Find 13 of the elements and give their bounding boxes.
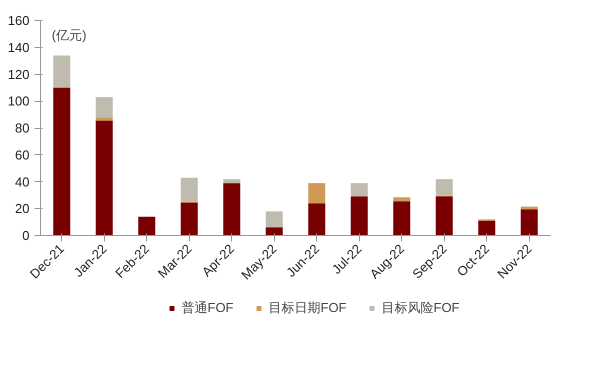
y-tick-label: 80	[15, 120, 30, 136]
y-tick-label: 20	[15, 201, 30, 216]
annotation: (亿元)	[52, 28, 86, 42]
legend-label: 目标日期FOF	[268, 299, 346, 317]
y-tick-label: 160	[8, 13, 30, 28]
y-tick-label: 100	[8, 94, 30, 109]
y-tick-label: 40	[15, 174, 30, 190]
y-tick-label: 140	[8, 40, 30, 55]
y-tick-label: 120	[8, 66, 30, 82]
legend-label: 目标风险FOF	[382, 299, 460, 317]
y-tick-label: 0	[22, 228, 30, 243]
y-tick-label: 60	[15, 147, 30, 162]
legend-label: 普通FOF	[182, 299, 234, 317]
